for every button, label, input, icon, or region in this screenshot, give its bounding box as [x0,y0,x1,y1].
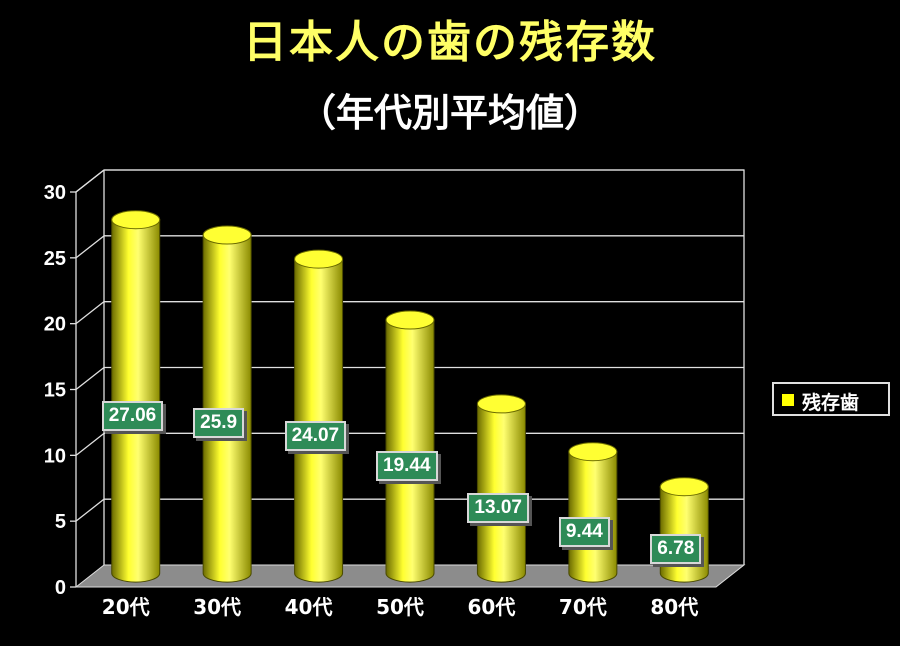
bar [659,477,709,583]
bar-top [111,210,161,230]
gridline-side [75,301,105,325]
y-tick-label: 15 [44,380,66,402]
bar [385,310,435,583]
x-tick-label: 60代 [468,595,516,619]
bar [476,394,526,583]
bar [568,442,618,583]
data-label: 9.44 [558,516,610,547]
y-tick-label: 5 [55,511,66,533]
bar [202,225,252,583]
gridline-side [75,169,105,193]
data-label: 24.07 [284,420,347,451]
x-tick-label: 40代 [285,595,333,619]
bar-top [385,310,435,330]
x-tick-label: 20代 [102,595,150,619]
data-label: 25.9 [193,408,245,439]
data-label: 19.44 [376,451,438,482]
x-tick-label: 80代 [650,595,698,619]
data-label: 13.07 [467,492,529,523]
y-tick-label: 20 [44,314,66,336]
y-tick-label: 25 [44,248,66,270]
legend-label: 残存歯 [802,392,860,414]
gridline-side [75,498,105,522]
legend-swatch [782,394,794,406]
gridline-side [75,366,105,391]
bar-top [294,249,344,269]
bar-top [659,477,709,497]
bar-top [202,225,252,245]
x-tick-label: 70代 [559,595,607,619]
data-label: 6.78 [650,534,702,565]
chart-subtitle: （年代別平均値） [297,91,602,135]
x-tick-label: 30代 [193,595,241,619]
chart-title: 日本人の歯の残存数 [243,17,657,68]
bar-top [568,442,618,462]
bar-top [476,394,526,414]
x-tick-label: 50代 [376,595,424,619]
bar [111,210,161,583]
legend: 残存歯 [772,382,890,416]
data-label: 27.06 [101,400,164,431]
gridline-side [75,235,105,259]
y-tick-label: 0 [55,577,66,599]
y-tick-label: 30 [44,182,66,204]
y-tick-label: 10 [44,445,66,467]
gridline-side [75,432,105,456]
bar [294,249,344,583]
